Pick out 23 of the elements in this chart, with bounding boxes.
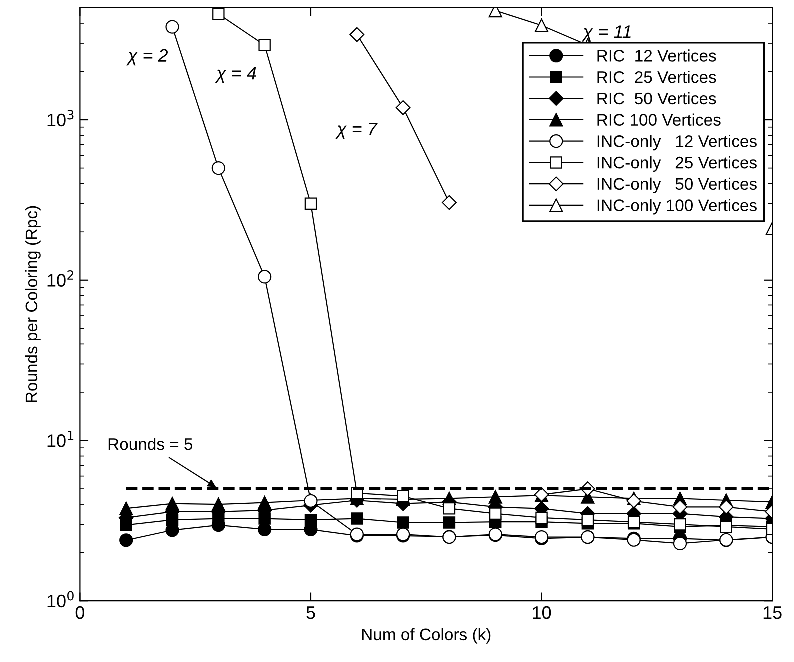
y-tick-label: 10$^{1}$ (48, 431, 74, 448)
x-tick-label: 5 (306, 606, 316, 620)
legend-label: RIC 50 Vertices (598, 92, 716, 105)
y-tick-label: 10$^{2}$ (48, 270, 74, 287)
legend-label: INC-only 25 Vertices (598, 156, 757, 172)
legend-label: RIC 100 Vertices (598, 114, 721, 126)
annotation: χ = 11 (582, 26, 631, 42)
legend-label: INC-only 12 Vertices (598, 135, 757, 151)
legend-label: RIC 12 Vertices (598, 50, 716, 62)
ref-line-label: Rounds = 5 (108, 438, 193, 450)
annotation: χ = 2 (126, 49, 168, 66)
y-axis-title: Rounds per Coloring (Rpc) (25, 206, 41, 402)
x-tick-label: 10 (533, 606, 552, 620)
legend-label: INC-only 50 Vertices (598, 178, 757, 194)
x-axis-title: Num of Colors (k) (362, 628, 491, 644)
x-tick-label: 0 (76, 606, 85, 620)
annotation: χ = 7 (336, 122, 378, 140)
x-tick-label: 15 (764, 606, 782, 620)
annotation: χ = 4 (215, 67, 256, 84)
y-tick-label: 10$^{0}$ (48, 591, 74, 608)
legend-label: INC-only 100 Vertices (598, 199, 757, 215)
legend-label: RIC 25 Vertices (598, 71, 716, 84)
y-tick-label: 10$^{3}$ (48, 110, 74, 127)
